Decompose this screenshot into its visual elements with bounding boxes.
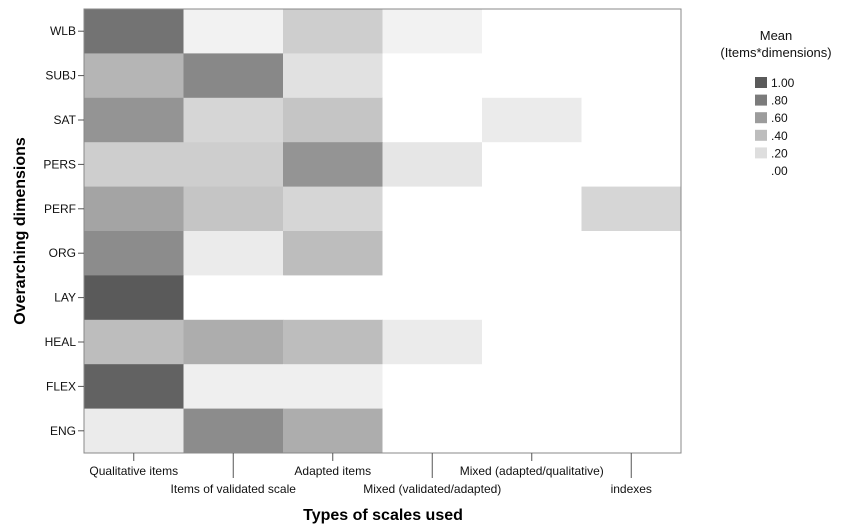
- y-axis: WLB SUBJ SAT PERS PERF ORG LAY HEAL FLEX ENG: [43, 24, 84, 438]
- heatmap-cell-pers-2: [283, 142, 383, 188]
- legend-label: 1.00: [771, 76, 795, 90]
- x-axis: Qualitative items Items of validated scal…: [89, 453, 652, 496]
- heatmap-cell-heal-0: [84, 319, 184, 365]
- y-tick-label-heal: HEAL: [45, 335, 77, 349]
- heatmap-cell-subj-0: [84, 53, 184, 99]
- x-axis-title: Types of scales used: [303, 507, 463, 524]
- heatmap-cell-subj-5: [581, 53, 682, 99]
- heatmap-cell-lay-4: [482, 275, 582, 321]
- heatmap-cell-heal-5: [581, 319, 682, 365]
- y-axis-title: Overarching dimensions: [12, 137, 29, 325]
- heatmap-cell-flex-4: [482, 364, 582, 410]
- heatmap-cell-lay-0: [84, 275, 184, 321]
- heatmap-cell-org-5: [581, 231, 682, 276]
- y-tick-label-pers: PERS: [43, 157, 76, 171]
- heatmap-cell-lay-2: [283, 275, 383, 321]
- heatmap-cell-sat-2: [283, 97, 383, 143]
- legend-title-line: Mean: [760, 28, 793, 43]
- heatmap-cell-sat-4: [482, 97, 582, 143]
- heatmap-cell-eng-2: [283, 408, 383, 454]
- heatmap-cell-wlb-3: [382, 9, 483, 54]
- heatmap-cell-subj-1: [183, 53, 284, 99]
- y-tick-label-eng: ENG: [50, 424, 76, 438]
- legend-swatch: [755, 112, 767, 124]
- heatmap-cell-subj-3: [382, 53, 483, 99]
- heatmap-cell-pers-3: [382, 142, 483, 188]
- heatmap-cell-flex-1: [183, 364, 284, 410]
- color-legend: Mean (Items*dimensions) 1.00 .80 .60 .40 .20 .0…: [720, 28, 831, 178]
- heatmap-cell-org-2: [283, 231, 383, 276]
- legend-swatch: [755, 77, 767, 88]
- heatmap-cell-perf-5: [581, 186, 682, 232]
- heatmap-cell-perf-1: [183, 186, 284, 232]
- heatmap-cell-lay-5: [581, 275, 682, 321]
- legend-label: .80: [771, 94, 788, 108]
- x-tick-label-4: Mixed (adapted/qualitative): [460, 464, 604, 478]
- legend-label: .40: [771, 129, 788, 143]
- heatmap-cell-perf-0: [84, 186, 184, 232]
- heatmap-cell-eng-5: [581, 408, 682, 454]
- heatmap-cell-perf-3: [382, 186, 483, 232]
- heatmap-cell-pers-1: [183, 142, 284, 188]
- heatmap-cell-heal-2: [283, 319, 383, 365]
- legend-swatch: [755, 129, 767, 141]
- y-tick-label-sat: SAT: [54, 113, 77, 127]
- heatmap-cell-sat-1: [183, 97, 284, 143]
- legend-label: .00: [771, 164, 788, 178]
- legend-label: .60: [771, 111, 788, 125]
- heatmap-cell-lay-3: [382, 275, 483, 321]
- heatmap-cell-subj-2: [283, 53, 383, 99]
- x-tick-label-5: indexes: [611, 482, 652, 496]
- heatmap-cell-sat-3: [382, 97, 483, 143]
- heatmap-cell-eng-3: [382, 408, 483, 454]
- y-tick-label-perf: PERF: [44, 202, 76, 216]
- heatmap-cell-heal-3: [382, 319, 483, 365]
- heatmap-cell-lay-1: [183, 275, 284, 321]
- y-tick-label-wlb: WLB: [50, 24, 76, 38]
- heatmap-cell-wlb-2: [283, 9, 383, 54]
- heatmap-cell-sat-5: [581, 97, 682, 143]
- y-tick-label-lay: LAY: [54, 291, 76, 305]
- x-tick-label-0: Qualitative items: [89, 464, 178, 478]
- x-tick-label-3: Mixed (validated/adapted): [363, 482, 501, 496]
- heatmap-cell-heal-1: [183, 319, 284, 365]
- heatmap-cell-wlb-5: [581, 9, 682, 54]
- heatmap-cells: [84, 9, 682, 454]
- heatmap-cell-pers-4: [482, 142, 582, 188]
- heatmap-cell-wlb-4: [482, 9, 582, 54]
- heatmap-cell-eng-0: [84, 408, 184, 454]
- heatmap-cell-perf-4: [482, 186, 582, 232]
- heatmap-cell-sat-0: [84, 97, 184, 143]
- legend-swatch: [755, 147, 767, 159]
- heatmap-cell-org-3: [382, 231, 483, 276]
- heatmap-cell-pers-5: [581, 142, 682, 188]
- plot-frame: [83, 8, 682, 454]
- legend-label: .20: [771, 146, 788, 160]
- heatmap-cell-flex-3: [382, 364, 483, 410]
- x-tick-label-1: Items of validated scale: [171, 482, 297, 496]
- heatmap-cell-org-0: [84, 231, 184, 276]
- heatmap-cell-wlb-0: [84, 9, 184, 54]
- heatmap-cell-wlb-1: [183, 9, 284, 54]
- heatmap-cell-heal-4: [482, 319, 582, 365]
- y-tick-label-org: ORG: [49, 246, 76, 260]
- x-tick-label-2: Adapted items: [294, 464, 371, 478]
- heatmap-cell-eng-1: [183, 408, 284, 454]
- heatmap-cell-eng-4: [482, 408, 582, 454]
- legend-swatch: [755, 94, 767, 106]
- heatmap-cell-perf-2: [283, 186, 383, 232]
- y-tick-label-flex: FLEX: [46, 379, 76, 393]
- heatmap-cell-flex-0: [84, 364, 184, 410]
- heatmap-cell-flex-2: [283, 364, 383, 410]
- heatmap-cell-flex-5: [581, 364, 682, 410]
- heatmap-cell-org-1: [183, 231, 284, 276]
- y-tick-label-subj: SUBJ: [45, 69, 76, 83]
- heatmap-cell-org-4: [482, 231, 582, 276]
- heatmap-cell-subj-4: [482, 53, 582, 99]
- legend-title-line: (Items*dimensions): [720, 45, 831, 60]
- heatmap-cell-pers-0: [84, 142, 184, 188]
